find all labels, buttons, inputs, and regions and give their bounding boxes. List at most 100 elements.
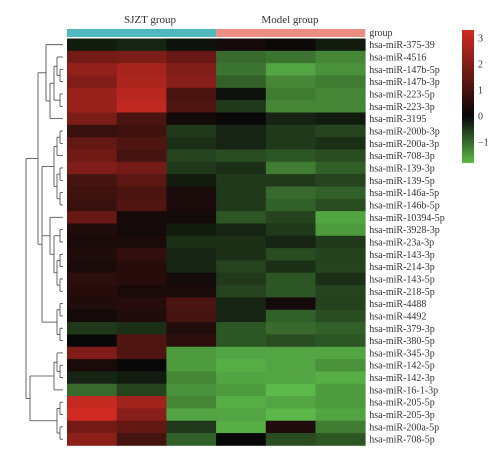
heatmap-cell xyxy=(216,63,267,76)
heatmap-cell xyxy=(166,100,217,113)
heatmap-cell xyxy=(166,322,217,335)
row-label: hsa-miR-379-3p xyxy=(369,324,435,335)
heatmap-cell xyxy=(315,137,366,150)
heatmap-cell xyxy=(216,309,267,323)
heatmap-cell xyxy=(265,297,316,311)
heatmap-cell xyxy=(315,223,366,237)
heatmap-cell xyxy=(265,235,316,249)
heatmap-cell xyxy=(216,285,267,298)
heatmap-cell xyxy=(315,309,366,323)
heatmap-cell xyxy=(265,359,316,372)
heatmap-cell xyxy=(116,420,167,434)
heatmap-cell xyxy=(315,186,366,200)
row-label: hsa-miR-375-39 xyxy=(369,40,435,51)
colorbar-gradient xyxy=(462,30,474,163)
heatmap-cell xyxy=(116,211,167,224)
group-track-label: group xyxy=(369,28,392,39)
colorbar-tick-label: 0 xyxy=(478,112,483,123)
heatmap-cell xyxy=(265,309,316,323)
row-label: hsa-miR-200a-3p xyxy=(369,139,439,150)
heatmap-cell xyxy=(216,87,267,101)
row-label: hsa-miR-142-3p xyxy=(369,373,435,384)
heatmap-cell xyxy=(166,124,217,138)
heatmap-cell xyxy=(265,211,316,224)
heatmap-cell xyxy=(216,124,267,138)
heatmap-cell xyxy=(67,235,118,249)
heatmap-cells xyxy=(67,38,366,446)
heatmap-cell xyxy=(67,371,118,385)
heatmap-cell xyxy=(116,100,167,113)
heatmap-cell xyxy=(67,198,118,212)
heatmap-cell xyxy=(265,75,316,89)
heatmap-cell xyxy=(216,100,267,113)
heatmap-cell xyxy=(116,260,167,274)
heatmap-cell xyxy=(216,38,267,52)
heatmap-cell xyxy=(216,75,267,89)
row-dendrogram xyxy=(25,44,63,440)
heatmap-cell xyxy=(315,198,366,212)
heatmap-cell xyxy=(265,248,316,261)
heatmap-cell xyxy=(265,346,316,360)
heatmap-cell xyxy=(166,235,217,249)
heatmap-cell xyxy=(315,174,366,187)
heatmap-cell xyxy=(166,149,217,163)
heatmap-cell xyxy=(116,396,167,409)
heatmap-cell xyxy=(116,408,167,422)
heatmap-cell xyxy=(67,100,118,113)
row-label: hsa-miR-3928-3p xyxy=(369,225,440,236)
colorbar-tick-label: 3 xyxy=(478,33,483,44)
row-label: hsa-miR-4516 xyxy=(369,52,426,63)
heatmap-cell xyxy=(116,334,167,348)
heatmap-cell xyxy=(166,87,217,101)
row-label: hsa-miR-146a-5p xyxy=(369,188,439,199)
heatmap-cell xyxy=(216,248,267,261)
heatmap-cell xyxy=(67,75,118,89)
heatmap-cell xyxy=(265,223,316,237)
heatmap-cell xyxy=(315,272,366,286)
group-bar-segment-1 xyxy=(216,29,366,37)
heatmap-cell xyxy=(315,359,366,372)
heatmap-cell xyxy=(216,334,267,348)
heatmap-cell xyxy=(216,161,267,175)
heatmap-cell xyxy=(216,396,267,409)
heatmap-cell xyxy=(116,124,167,138)
row-label: hsa-miR-214-3p xyxy=(369,262,435,273)
row-label: hsa-miR-223-3p xyxy=(369,102,435,113)
heatmap-cell xyxy=(315,383,366,397)
heatmap-cell xyxy=(166,137,217,150)
heatmap-cell xyxy=(166,198,217,212)
heatmap-cell xyxy=(216,223,267,237)
heatmap-cell xyxy=(216,149,267,163)
heatmap-cell xyxy=(67,50,118,64)
heatmap-cell xyxy=(216,198,267,212)
heatmap-cell xyxy=(67,161,118,175)
heatmap-cell xyxy=(216,137,267,150)
heatmap-cell xyxy=(166,186,217,200)
heatmap-cell xyxy=(116,75,167,89)
heatmap-cell xyxy=(116,297,167,311)
heatmap-cell xyxy=(216,211,267,224)
heatmap-cell xyxy=(116,87,167,101)
heatmap-cell xyxy=(116,186,167,200)
heatmap-cell xyxy=(116,174,167,187)
heatmap-cell xyxy=(315,420,366,434)
heatmap-cell xyxy=(166,309,217,323)
heatmap-cell xyxy=(116,285,167,298)
row-label: hsa-miR-147b-3p xyxy=(369,77,440,88)
heatmap-cell xyxy=(116,346,167,360)
heatmap-cell xyxy=(216,272,267,286)
heatmap-cell xyxy=(116,198,167,212)
heatmap-cell xyxy=(265,50,316,64)
heatmap-cell xyxy=(166,383,217,397)
heatmap-cell xyxy=(67,309,118,323)
heatmap-cell xyxy=(315,100,366,113)
heatmap-cell xyxy=(67,63,118,76)
heatmap-cell xyxy=(67,420,118,434)
row-label: hsa-miR-200a-5p xyxy=(369,422,439,433)
colorbar-tick-label: 1 xyxy=(478,85,483,96)
heatmap-cell xyxy=(265,420,316,434)
heatmap-cell xyxy=(166,174,217,187)
